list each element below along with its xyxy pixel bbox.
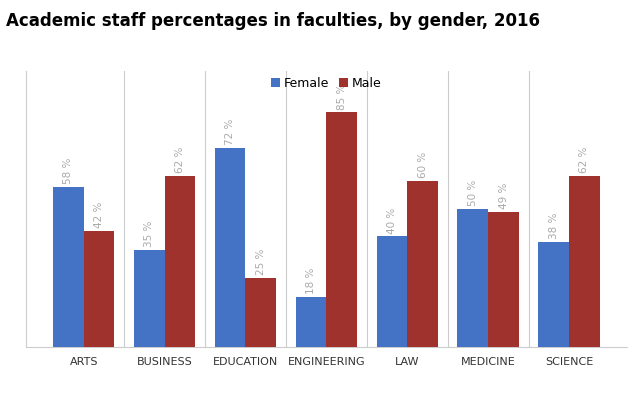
Bar: [376, 236, 407, 347]
Text: 58 %: 58 %: [63, 158, 74, 184]
Bar: [84, 231, 115, 347]
Text: 18 %: 18 %: [306, 268, 316, 294]
Text: 42 %: 42 %: [94, 202, 104, 228]
Bar: [488, 212, 519, 347]
Bar: [569, 176, 600, 347]
Bar: [326, 112, 357, 347]
Bar: [407, 181, 438, 347]
Bar: [538, 242, 569, 347]
Text: 40 %: 40 %: [387, 207, 397, 234]
Bar: [215, 148, 246, 347]
Text: 38 %: 38 %: [548, 213, 559, 239]
Text: 62 %: 62 %: [175, 147, 185, 173]
Text: 62 %: 62 %: [579, 147, 589, 173]
Text: 49 %: 49 %: [499, 182, 509, 209]
Text: Academic staff percentages in faculties, by gender, 2016: Academic staff percentages in faculties,…: [6, 12, 540, 30]
Bar: [53, 187, 84, 347]
Text: 72 %: 72 %: [225, 119, 235, 145]
Bar: [296, 297, 326, 347]
Text: 35 %: 35 %: [144, 221, 154, 247]
Text: 25 %: 25 %: [256, 249, 266, 275]
Text: 85 %: 85 %: [337, 83, 347, 110]
Text: 50 %: 50 %: [468, 180, 478, 206]
Bar: [164, 176, 195, 347]
Bar: [134, 250, 164, 347]
Legend: Female, Male: Female, Male: [271, 77, 381, 90]
Bar: [246, 278, 276, 347]
Text: 60 %: 60 %: [418, 152, 428, 178]
Bar: [458, 209, 488, 347]
